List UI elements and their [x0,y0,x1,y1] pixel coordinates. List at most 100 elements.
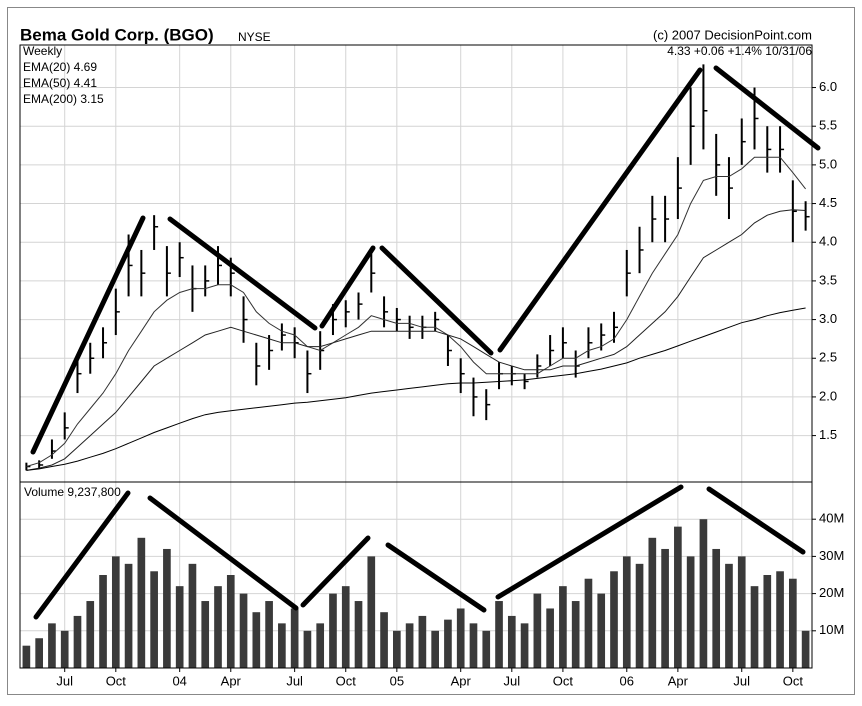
volume-bar [444,619,452,668]
volume-title: Volume 9,237,800 [24,485,121,499]
trend-line [33,490,131,620]
x-tick-label: Apr [668,673,689,688]
y-tick-label: 3.0 [819,311,837,326]
volume-bar [35,638,43,668]
volume-bar [482,630,491,668]
volume-bar [393,630,401,668]
volume-bar [776,571,784,668]
volume-bar [201,601,210,668]
volume-bar [431,630,439,668]
volume-bar [252,612,261,668]
y-tick-label: 40M [819,511,844,526]
volume-bar [507,615,516,668]
volume-bar [456,608,465,668]
volume-bar [48,623,56,668]
volume-bar [163,548,171,668]
volume-bar [674,526,682,668]
volume-bar [597,593,606,668]
volume-bar [712,548,721,668]
y-tick-label: 10M [819,622,844,637]
legend-entry: EMA(50) 4.41 [23,76,97,90]
last-quote: 4.33 +0.06 +1.4% 10/31/06 [667,44,812,58]
grid-layer [20,45,812,668]
volume-bar [469,623,478,668]
x-tick-label: Oct [783,673,804,688]
y-tick-label: 3.5 [819,272,837,287]
volume-bar [341,586,350,668]
volume-bar [22,645,31,668]
x-tick-label: 04 [172,673,186,688]
volume-bar [111,556,120,668]
volume-bar [520,623,529,668]
volume-bar [226,575,235,668]
trend-line [167,216,318,331]
trend-line [495,484,684,600]
y-tick-label: 2.5 [819,350,837,365]
volume-bar [303,630,312,668]
volume-bar [648,537,657,668]
legend-entry: EMA(20) 4.69 [23,60,97,74]
y-tick-label: 5.0 [819,156,837,171]
volume-bar [290,608,299,668]
x-tick-label: Oct [106,673,127,688]
volume-bar [801,630,810,668]
volume-bar [699,519,708,668]
volume-bar [546,608,554,668]
marks-layer [22,64,810,668]
volume-bar [418,615,427,668]
y-tick-label: 30M [819,548,844,563]
volume-bar [329,593,337,668]
y-tick-label: 4.5 [819,195,837,210]
x-tick-label: Oct [336,673,357,688]
x-tick-label: Jul [286,673,303,688]
trend-line [379,245,494,356]
volume-bar [73,615,82,668]
volume-bar [495,601,503,668]
trend-line [713,65,821,151]
volume-bar [584,578,593,668]
trend-line [385,542,487,613]
y-tick-label: 1.5 [819,427,837,442]
volume-bar [175,586,184,668]
volume-bar [239,593,248,668]
trend-line [300,535,371,608]
volume-bar [150,571,158,668]
volume-bar [188,563,197,668]
ema-line [26,156,806,467]
x-tick-label: 05 [390,673,404,688]
volume-bar [405,623,414,668]
y-tick-label: 20M [819,585,844,600]
volume-panel [19,481,813,669]
x-tick-label: Oct [553,673,574,688]
volume-bar [789,578,797,668]
ema-line [26,209,806,471]
volume-bar [278,623,286,668]
y-tick-label: 2.0 [819,388,837,403]
y-tick-label: 5.5 [819,118,837,133]
volume-bar [367,556,376,668]
trend-line [319,245,376,329]
x-tick-label: Jul [733,673,750,688]
volume-bar [686,556,695,668]
y-tick-label: 4.0 [819,234,837,249]
x-tick-label: 06 [620,673,634,688]
volume-bar [380,612,388,668]
volume-bar [60,630,69,668]
volume-bar [214,586,222,668]
chart-title: Bema Gold Corp. (BGO) [20,25,214,44]
trend-line [147,495,299,611]
x-tick-label: Apr [221,673,242,688]
volume-bar [354,601,363,668]
source: (c) 2007 DecisionPoint.com [653,27,812,42]
trend-line [30,215,146,455]
trend-lines [30,65,821,620]
x-tick-label: Jul [503,673,520,688]
volume-bar [559,586,567,668]
volume-bar [124,563,133,668]
volume-bar [725,563,733,668]
volume-bar [622,556,631,668]
y-tick-label: 6.0 [819,79,837,94]
volume-bar [137,537,146,668]
volume-bar [533,593,542,668]
